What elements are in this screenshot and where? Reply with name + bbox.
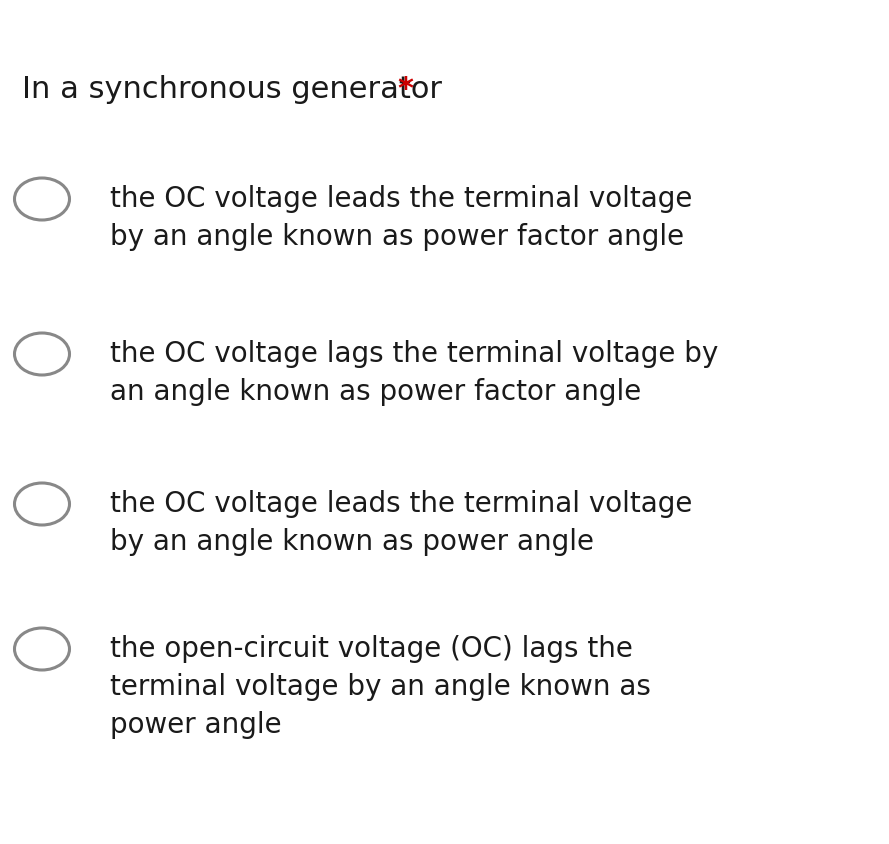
Text: the open-circuit voltage (OC) lags the
terminal voltage by an angle known as
pow: the open-circuit voltage (OC) lags the t… (110, 635, 651, 738)
Text: the OC voltage leads the terminal voltage
by an angle known as power angle: the OC voltage leads the terminal voltag… (110, 490, 693, 556)
Text: the OC voltage leads the terminal voltage
by an angle known as power factor angl: the OC voltage leads the terminal voltag… (110, 185, 693, 251)
Text: the OC voltage lags the terminal voltage by
an angle known as power factor angle: the OC voltage lags the terminal voltage… (110, 340, 718, 406)
Ellipse shape (14, 333, 69, 375)
Text: In a synchronous generator: In a synchronous generator (22, 75, 442, 104)
Text: *: * (397, 75, 413, 104)
Ellipse shape (14, 483, 69, 525)
Ellipse shape (14, 628, 69, 670)
Ellipse shape (14, 178, 69, 220)
